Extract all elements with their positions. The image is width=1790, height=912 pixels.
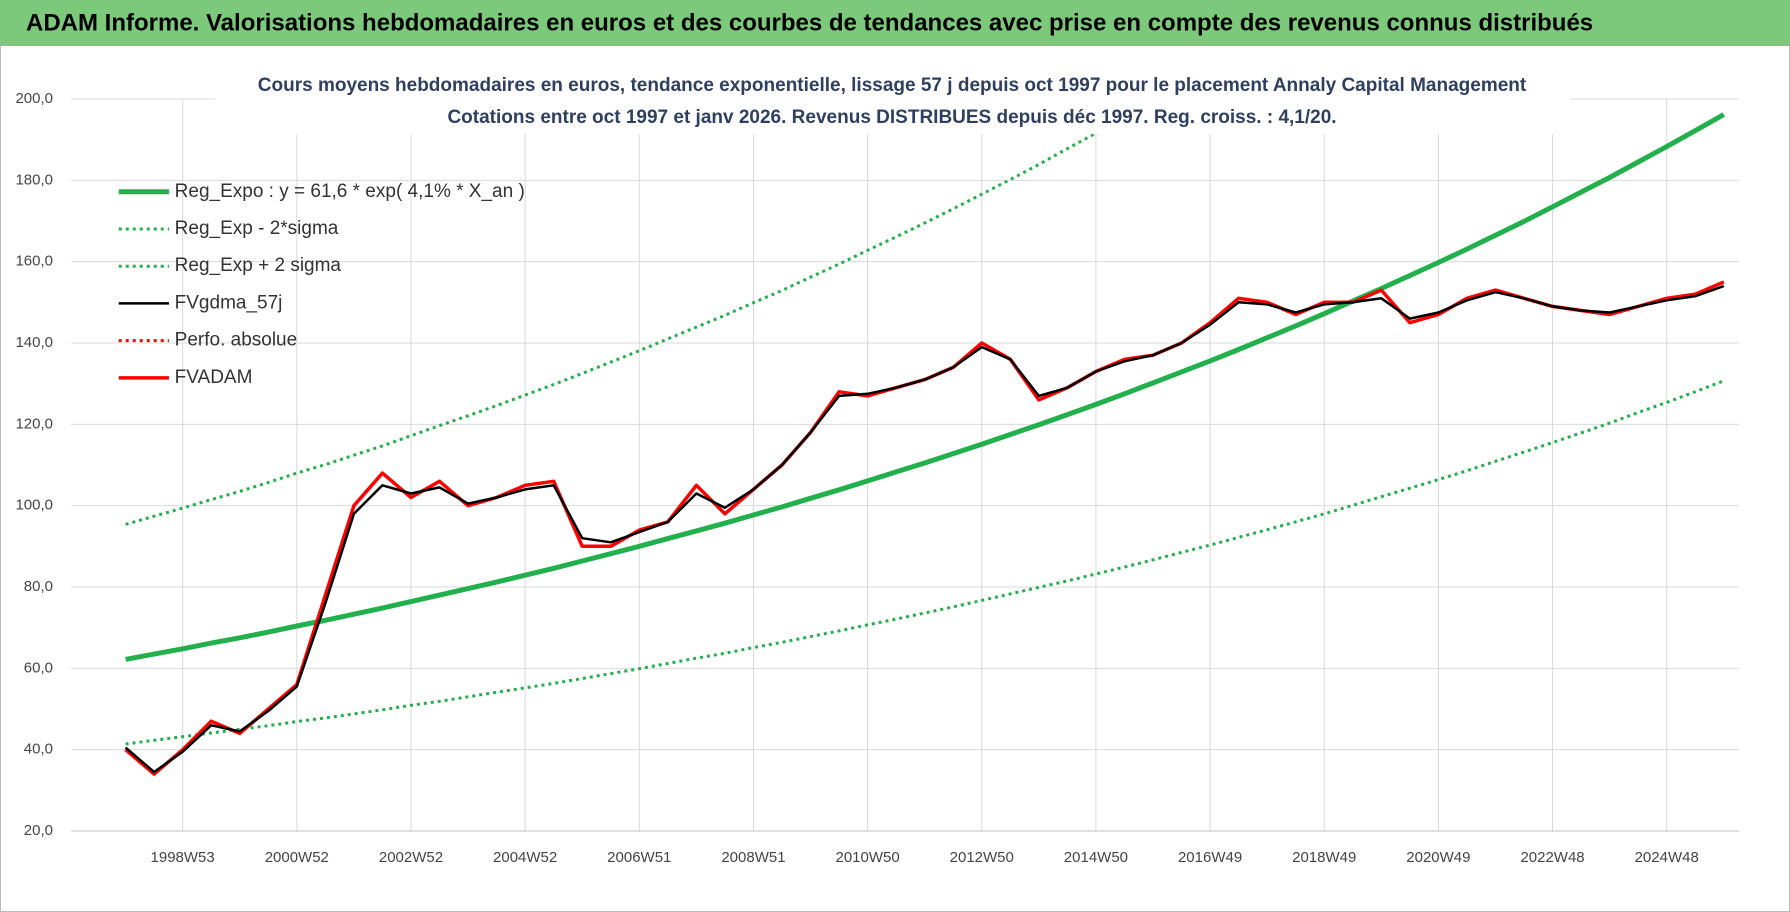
x-tick-label: 2016W49 [1178,849,1242,866]
chart-subtitle: Cotations entre oct 1997 et janv 2026. R… [447,107,1336,128]
x-tick-label: 2006W51 [607,849,671,866]
x-tick-label: 2012W50 [950,849,1014,866]
y-tick-label: 180,0 [15,171,53,188]
series-line [125,379,1725,746]
legend-label: Reg_Exp - 2*sigma [175,218,339,239]
x-tick-label: 2000W52 [265,849,329,866]
series-group [124,99,1726,776]
y-tick-label: 60,0 [24,659,53,676]
y-tick-label: 200,0 [15,90,53,107]
legend-label: FVADAM [175,367,253,388]
x-tick-label: 2022W48 [1520,849,1584,866]
grid: 20,0 40,0 60,0 80,0 100,0 120,0 140,0 160,0 180,… [15,90,1739,866]
series-line [125,112,1726,662]
x-tick-label: 2024W48 [1635,849,1699,866]
series-line [124,284,1725,774]
y-tick-label: 40,0 [24,741,53,758]
x-tick-label: 2020W49 [1406,849,1470,866]
legend: Reg_Expo : y = 61,6 * exp( 4,1% * X_an )… [118,181,525,388]
header-bar [0,0,1790,46]
header-title: ADAM Informe. Valorisations hebdomadaire… [26,9,1593,36]
x-tick-label: 2018W49 [1292,849,1356,866]
legend-label: Perfo. absolue [175,330,298,351]
legend-label: Reg_Expo : y = 61,6 * exp( 4,1% * X_an ) [175,181,525,202]
y-tick-label: 80,0 [24,578,53,595]
y-tick-label: 100,0 [15,497,53,514]
x-tick-label: 2010W50 [835,849,899,866]
y-tick-label: 120,0 [15,415,53,432]
x-tick-label: 2008W51 [721,849,785,866]
legend-label: Reg_Exp + 2 sigma [175,255,342,276]
x-tick-label: 2002W52 [379,849,443,866]
y-tick-label: 160,0 [15,253,53,270]
title-box [215,70,1570,134]
x-tick-label: 2004W52 [493,849,557,866]
y-tick-label: 140,0 [15,334,53,351]
y-tick-label: 20,0 [24,822,53,839]
series-line [125,99,1158,526]
x-tick-label: 2014W50 [1064,849,1128,866]
x-tick-label: 1998W53 [151,849,215,866]
legend-label: FVgdma_57j [175,292,283,313]
chart-title: Cours moyens hebdomadaires en euros, ten… [258,75,1527,96]
